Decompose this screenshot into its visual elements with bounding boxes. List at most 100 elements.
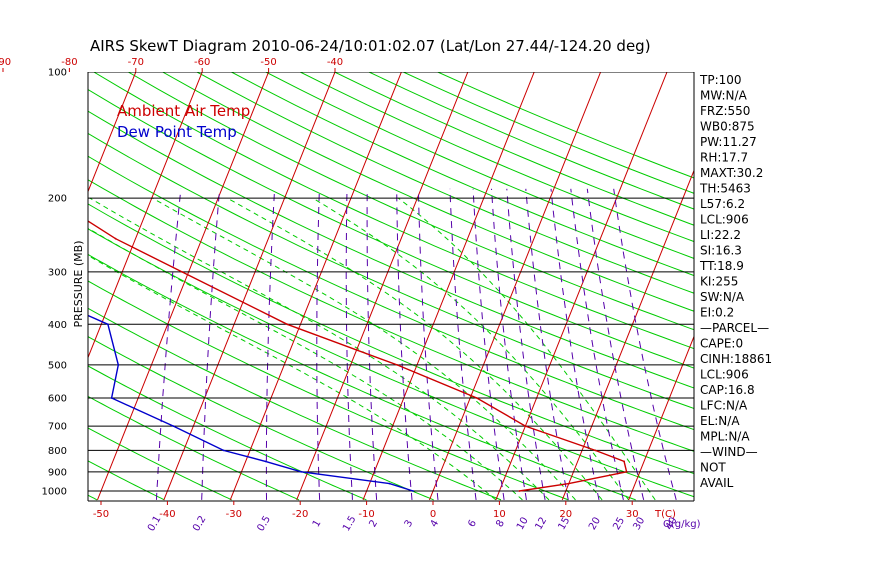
mixing-ratio-label: 3 — [403, 518, 416, 529]
index-entry: LI:22.2 — [700, 228, 741, 242]
temperature-profile-line — [88, 220, 628, 492]
isotherm-line — [362, 72, 535, 501]
index-entry: WB0:875 — [700, 120, 755, 134]
index-entry: TH:5463 — [699, 182, 751, 196]
index-entry: CINH:18861 — [700, 352, 772, 366]
dry-adiabat — [93, 72, 694, 350]
mixing-ratio-label: 20 — [587, 515, 603, 532]
mixing-ratio-label: 4 — [429, 518, 442, 529]
dewpoint-point — [107, 323, 109, 326]
dry-adiabat — [0, 72, 30, 500]
isotherm-line — [761, 57, 870, 500]
isotherm-line — [88, 72, 137, 193]
index-entry: CAP:16.8 — [700, 383, 755, 397]
bottom-temp-tick-label: -50 — [93, 509, 109, 520]
data-series — [88, 220, 628, 492]
index-entry: CAPE:0 — [700, 337, 743, 351]
index-entry: FRZ:550 — [700, 104, 750, 118]
mixing-ratio-line — [586, 188, 645, 501]
dry-adiabat — [196, 72, 694, 294]
mixing-ratio-label: 25 — [611, 515, 627, 532]
mixing-ratio-line — [570, 188, 624, 501]
temperature-point — [518, 490, 521, 492]
dry-adiabat — [231, 72, 694, 277]
temperature-point — [396, 364, 398, 366]
top-temp-tick-label: -50 — [260, 57, 276, 68]
mixing-ratio-line — [265, 188, 276, 500]
dry-adiabat — [88, 460, 165, 501]
dewpoint-point — [110, 397, 113, 399]
dry-adiabat — [88, 132, 694, 410]
pressure-tick-label: 600 — [48, 394, 67, 405]
dewpoint-profile-line — [88, 314, 414, 492]
mixing-ratio-line — [506, 188, 546, 500]
temperature-point — [623, 460, 625, 463]
pressure-tick-label: 1000 — [42, 487, 67, 498]
index-entry: LCL:906 — [700, 213, 749, 227]
mixing-ratio-line — [525, 188, 569, 500]
mixing-ratio-label: 0.2 — [191, 514, 208, 533]
mixing-ratio-line — [316, 188, 321, 500]
pressure-tick-label: 700 — [48, 422, 67, 433]
mixing-ratio-line — [491, 188, 527, 500]
mixing-ratio-label: 2 — [367, 518, 380, 529]
pressure-tick-label: 300 — [48, 267, 67, 278]
mixing-ratio-label: 10 — [515, 515, 531, 532]
mixing-ratio-line — [345, 188, 353, 500]
dry-adiabat — [88, 307, 502, 501]
bottom-temp-tick-label: -20 — [292, 509, 308, 520]
mixing-ratio-label: 6 — [466, 518, 479, 529]
index-entry: EI:0.2 — [700, 306, 734, 320]
dewpoint-point — [388, 482, 391, 485]
isotherm-line — [296, 72, 469, 501]
mixing-ratio-label: 1.5 — [341, 514, 358, 533]
temperature-point — [524, 425, 527, 427]
dry-adiabat — [88, 179, 694, 452]
dry-adiabat — [88, 88, 694, 369]
bottom-temp-tick-label: 0 — [430, 509, 436, 520]
index-entry: PW:11.27 — [700, 135, 757, 149]
mixing-ratio-line — [156, 188, 182, 500]
bottom-temp-tick-label: -10 — [358, 509, 374, 520]
dry-adiabat — [88, 395, 300, 501]
index-entry: TP:100 — [699, 73, 742, 87]
dry-adiabat — [88, 365, 367, 501]
chart-title: AIRS SkewT Diagram 2010-06-24/10:01:02.0… — [90, 37, 651, 55]
index-entry: LCL:906 — [700, 368, 749, 382]
index-entry: SW:N/A — [700, 290, 745, 304]
legend-entry-ambient-temp: Ambient Air Temp — [117, 102, 250, 120]
isotherm-line — [828, 57, 870, 500]
dewpoint-point — [172, 425, 175, 427]
index-entry: EL:N/A — [700, 414, 740, 428]
plot-grid — [0, 57, 870, 501]
mixing-ratio-label: 0.5 — [255, 514, 272, 533]
mixing-ratio-unit-label: Q(g/kg) — [663, 519, 701, 530]
mixing-ratio-line — [201, 188, 221, 500]
y-axis-label: PRESSURE (MB) — [72, 241, 85, 328]
moist-adiabat — [312, 197, 630, 501]
temperature-point — [181, 271, 183, 273]
isotherm-line — [88, 72, 203, 359]
pressure-tick-label: 400 — [48, 320, 67, 331]
temperature-point — [625, 470, 628, 473]
temperature-point — [475, 397, 478, 399]
pressure-tick-label: 500 — [48, 360, 67, 371]
mixing-ratio-line — [613, 188, 677, 501]
index-entry: —WIND— — [700, 445, 758, 459]
mixing-ratio-line — [366, 188, 378, 500]
index-entry: L57:6.2 — [700, 197, 745, 211]
bottom-temp-tick-label: -30 — [226, 509, 242, 520]
top-temp-tick-label: -70 — [128, 57, 144, 68]
index-entry: AVAIL — [700, 476, 734, 490]
pressure-tick-label: 900 — [48, 467, 67, 478]
index-entry: RH:17.7 — [700, 151, 748, 165]
moist-adiabat — [227, 197, 603, 501]
top-temp-tick-label: -90 — [0, 57, 11, 68]
pressure-tick-label: 800 — [48, 446, 67, 457]
top-temp-tick-label: -80 — [61, 57, 77, 68]
temperature-point — [567, 482, 570, 485]
index-entry: MW:N/A — [700, 89, 748, 103]
dry-adiabat — [88, 110, 694, 389]
